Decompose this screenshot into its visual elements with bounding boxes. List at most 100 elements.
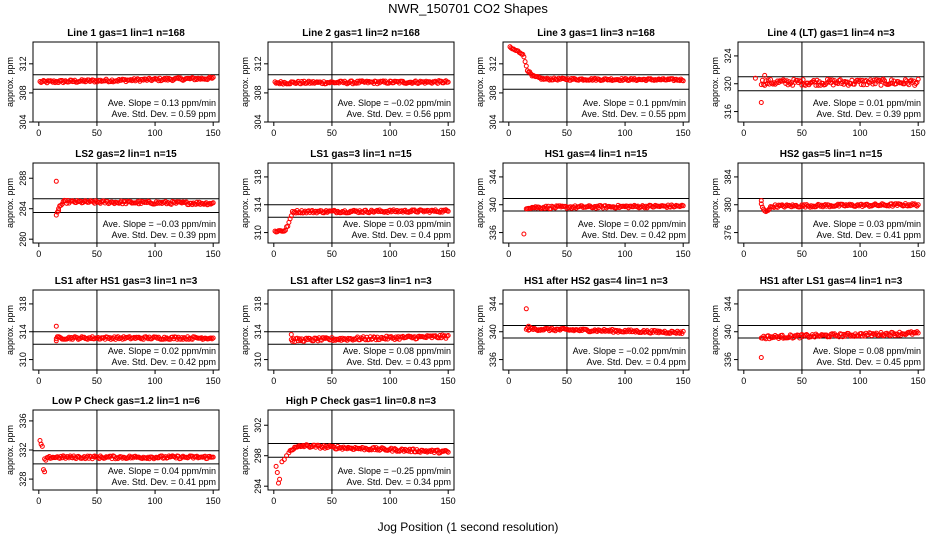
data-point	[782, 78, 787, 84]
outlier-point	[39, 443, 45, 449]
slope-annotation: Ave. Slope = 0.02 ppm/min	[108, 346, 216, 356]
data-point	[445, 449, 451, 455]
data-point	[193, 76, 199, 81]
data-point	[813, 82, 819, 88]
data-point	[648, 330, 654, 336]
y-tick-label: 376	[723, 225, 733, 240]
data-points	[37, 438, 216, 475]
x-tick-label: 0	[36, 496, 41, 506]
data-point	[210, 454, 216, 460]
panel-title: LS1 gas=3 lin=1 n=15	[310, 149, 412, 160]
panel-12: HS1 after LS1 gas=4 lin=1 n=3 0 50 100 150 33…	[710, 276, 926, 386]
outlier-point	[53, 323, 59, 329]
data-point	[523, 63, 529, 69]
outlier-point	[758, 198, 764, 204]
data-point	[445, 333, 451, 338]
x-tick-label: 50	[92, 376, 102, 386]
y-tick-label: 288	[18, 171, 28, 186]
data-points	[288, 332, 451, 345]
slope-annotation: Ave. Slope = 0.04 ppm/min	[108, 466, 216, 476]
data-point	[208, 335, 214, 341]
data-points	[273, 442, 451, 486]
slope-annotation: Ave. Slope = 0.08 ppm/min	[813, 346, 921, 356]
x-tick-label: 50	[327, 376, 337, 386]
data-point	[858, 331, 864, 336]
x-tick-label: 50	[92, 249, 102, 259]
y-tick-label: 344	[488, 169, 498, 184]
data-point	[63, 198, 68, 204]
std-annotation: Ave. Std. Dev. = 0.45 ppm	[817, 357, 921, 367]
plot-frame	[737, 289, 925, 371]
panel-14: High P Check gas=1 lin=0.8 n=3 0 50 100 150 2…	[240, 396, 456, 506]
y-tick-label: 316	[723, 104, 733, 119]
plot-frame	[502, 162, 690, 244]
y-axis-label: approx. ppm	[5, 305, 15, 355]
y-tick-label: 310	[253, 352, 263, 367]
data-point	[136, 201, 142, 207]
std-annotation: Ave. Std. Dev. = 0.41 ppm	[817, 230, 921, 240]
data-point	[878, 82, 884, 88]
std-annotation: Ave. Std. Dev. = 0.39 ppm	[817, 109, 921, 119]
data-point	[851, 81, 857, 87]
y-tick-label: 298	[253, 448, 263, 463]
plot-frame	[32, 289, 220, 371]
y-tick-label: 310	[18, 352, 28, 367]
y-axis-label: approx. ppm	[5, 178, 15, 228]
data-point	[825, 76, 830, 82]
x-tick-label: 0	[271, 128, 276, 138]
y-tick-label: 304	[18, 114, 28, 129]
data-point	[406, 209, 412, 215]
y-axis-label: approx. ppm	[240, 425, 250, 475]
plot-frame	[267, 41, 455, 123]
x-tick-label: 150	[676, 249, 691, 259]
x-tick-label: 100	[853, 249, 868, 259]
slope-annotation: Ave. Slope = 0.03 ppm/min	[343, 219, 451, 229]
outlier-point	[521, 231, 527, 237]
y-tick-label: 340	[488, 324, 498, 339]
panel-11: HS1 after HS2 gas=4 lin=1 n=3 0 50 100 150 33…	[475, 276, 691, 386]
panel-7: HS1 gas=4 lin=1 n=15 0 50 100 150 336 340 344ap…	[475, 149, 691, 259]
data-point	[445, 79, 451, 85]
y-tick-label: 336	[488, 352, 498, 367]
x-tick-label: 100	[383, 376, 398, 386]
x-tick-label: 100	[383, 249, 398, 259]
outlier-point	[42, 469, 48, 475]
outlier-point	[758, 355, 764, 360]
std-annotation: Ave. Std. Dev. = 0.56 ppm	[347, 109, 451, 119]
y-axis-label: approx. ppm	[5, 57, 15, 107]
data-point	[380, 78, 386, 84]
data-point	[210, 74, 216, 80]
y-tick-label: 308	[488, 85, 498, 100]
data-point	[827, 77, 833, 83]
y-tick-label: 336	[723, 352, 733, 367]
panel-8: HS2 gas=5 lin=1 n=15 0 50 100 150 376 380 384ap…	[710, 149, 926, 259]
y-tick-label: 312	[253, 56, 263, 71]
y-tick-label: 380	[723, 197, 733, 212]
panel-3: Line 3 gas=1 lin=3 n=168 0 50 100 150 304 308 3…	[475, 28, 691, 138]
outlier-point	[274, 470, 280, 475]
data-point	[521, 54, 527, 60]
y-axis-label: approx. ppm	[475, 305, 485, 355]
data-point	[291, 210, 297, 216]
y-tick-label: 318	[253, 169, 263, 184]
plot-frame	[502, 41, 690, 123]
y-axis-label: approx. ppm	[240, 178, 250, 228]
data-point	[678, 203, 684, 209]
data-points	[37, 74, 216, 86]
outlier-point	[752, 75, 758, 81]
panel-title: HS1 after LS1 gas=4 lin=1 n=3	[760, 276, 903, 287]
y-tick-label: 384	[723, 169, 733, 184]
x-tick-label: 150	[676, 376, 691, 386]
slope-annotation: Ave. Slope = −0.25 ppm/min	[338, 466, 451, 476]
y-tick-label: 320	[723, 76, 733, 91]
plot-frame	[32, 41, 220, 123]
x-tick-label: 0	[271, 249, 276, 259]
data-point	[58, 202, 64, 208]
panel-title: Line 2 gas=1 lin=2 n=168	[302, 28, 420, 39]
data-point	[570, 327, 576, 333]
data-point	[281, 228, 287, 234]
y-tick-label: 294	[253, 479, 263, 494]
slope-annotation: Ave. Slope = 0.08 ppm/min	[343, 346, 451, 356]
data-points	[53, 178, 216, 218]
